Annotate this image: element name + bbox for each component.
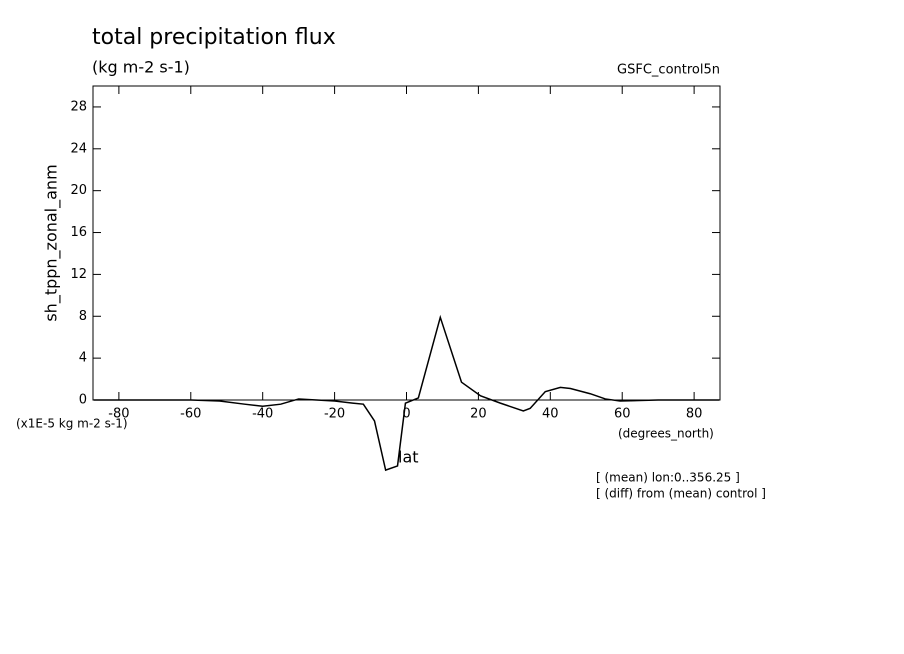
chart-title: total precipitation flux [92, 25, 336, 50]
x-tick-label: -80 [108, 407, 129, 422]
x-tick-label: 40 [542, 407, 559, 422]
x-tick-label: 0 [402, 407, 410, 422]
y-tick-label: 0 [79, 393, 87, 408]
subtitle: (kg m-2 s-1) [92, 58, 190, 77]
note: [ (diff) from (mean) control ] [596, 487, 766, 501]
dataset-label: GSFC_control5n [617, 63, 720, 78]
y-tick-label: 28 [70, 99, 87, 114]
x-units: (degrees_north) [618, 427, 714, 441]
x-tick-label: 80 [686, 407, 703, 422]
x-tick-label: 60 [614, 407, 631, 422]
x-tick-label: -60 [180, 407, 201, 422]
y-tick-label: 20 [70, 183, 87, 198]
y-tick-label: 24 [70, 141, 87, 156]
x-tick-label: -40 [252, 407, 273, 422]
data-line [93, 314, 720, 472]
y-tick-label: 16 [70, 225, 87, 240]
y-units: (x1E-5 kg m-2 s-1) [16, 417, 128, 431]
y-axis-label: sh_tppn_zonal_anm [42, 164, 62, 321]
x-tick-label: 20 [470, 407, 487, 422]
plot-frame [92, 85, 721, 401]
note: [ (mean) lon:0..356.25 ] [596, 471, 740, 485]
y-tick-label: 12 [70, 267, 87, 282]
y-tick-label: 4 [79, 351, 87, 366]
x-tick-label: -20 [324, 407, 345, 422]
x-axis-label: lat [398, 448, 419, 467]
y-tick-label: 8 [79, 309, 87, 324]
